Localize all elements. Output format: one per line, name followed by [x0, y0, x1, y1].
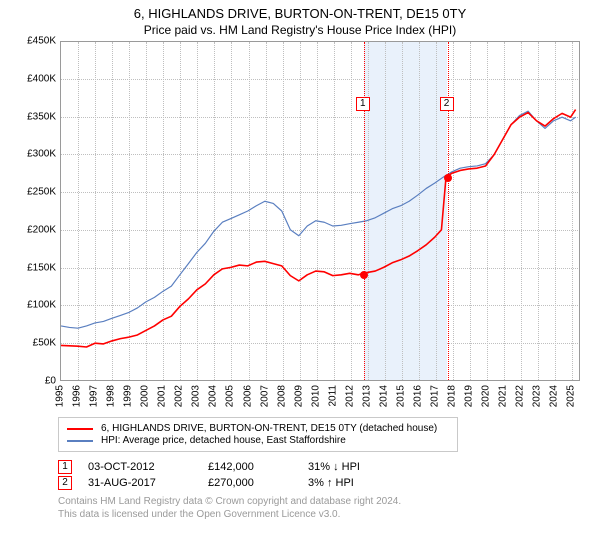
sale-vs-hpi: 31% ↓ HPI: [308, 461, 408, 473]
legend-item: 6, HIGHLANDS DRIVE, BURTON-ON-TRENT, DE1…: [67, 423, 449, 434]
x-tick-label: 2019: [464, 385, 475, 407]
chart-area: £0 £50K £100K £150K £200K £250K £300K £350K £400…: [10, 41, 590, 411]
x-tick-label: 1996: [72, 385, 83, 407]
x-tick-label: 2014: [378, 385, 389, 407]
sales-table: 1 03-OCT-2012 £142,000 31% ↓ HPI 2 31-AU…: [58, 458, 590, 492]
x-tick-label: 2011: [327, 385, 338, 407]
x-tick-label: 2005: [225, 385, 236, 407]
sale-vs-hpi: 3% ↑ HPI: [308, 477, 408, 489]
legend-swatch: [67, 440, 93, 442]
sale-date: 31-AUG-2017: [88, 477, 208, 489]
y-tick-label: £100K: [10, 300, 56, 311]
x-tick-label: 2002: [174, 385, 185, 407]
marker-index-box: 2: [440, 97, 454, 111]
y-tick-label: £250K: [10, 187, 56, 198]
legend-label: 6, HIGHLANDS DRIVE, BURTON-ON-TRENT, DE1…: [101, 423, 437, 434]
x-tick-label: 2021: [498, 385, 509, 407]
y-tick-label: £400K: [10, 73, 56, 84]
legend-item: HPI: Average price, detached house, East…: [67, 435, 449, 446]
x-tick-label: 1999: [123, 385, 134, 407]
sale-index-box: 1: [58, 460, 72, 474]
x-tick-label: 1997: [89, 385, 100, 407]
x-tick-label: 2020: [481, 385, 492, 407]
y-tick-label: £450K: [10, 36, 56, 47]
x-tick-label: 2007: [259, 385, 270, 407]
x-tick-label: 2013: [361, 385, 372, 407]
legend-label: HPI: Average price, detached house, East…: [101, 435, 346, 446]
x-tick-label: 2024: [549, 385, 560, 407]
plot-region: [60, 41, 580, 381]
x-tick-label: 2023: [532, 385, 543, 407]
marker-point: [360, 271, 368, 279]
series-lines: [61, 42, 579, 380]
marker-line: [364, 42, 365, 380]
x-tick-label: 2003: [191, 385, 202, 407]
x-tick-label: 2016: [413, 385, 424, 407]
y-tick-label: £200K: [10, 224, 56, 235]
y-tick-label: £300K: [10, 149, 56, 160]
y-tick-label: £150K: [10, 262, 56, 273]
license-line: This data is licensed under the Open Gov…: [58, 509, 590, 522]
x-tick-label: 2018: [447, 385, 458, 407]
y-tick-label: £0: [10, 376, 56, 387]
x-tick-label: 2004: [208, 385, 219, 407]
marker-line: [448, 42, 449, 380]
legend: 6, HIGHLANDS DRIVE, BURTON-ON-TRENT, DE1…: [58, 417, 458, 452]
sale-price: £142,000: [208, 461, 308, 473]
x-tick-label: 2015: [395, 385, 406, 407]
x-tick-label: 2008: [276, 385, 287, 407]
sale-date: 03-OCT-2012: [88, 461, 208, 473]
x-tick-label: 1995: [55, 385, 66, 407]
x-tick-label: 2022: [515, 385, 526, 407]
table-row: 2 31-AUG-2017 £270,000 3% ↑ HPI: [58, 476, 590, 490]
series-price_paid: [61, 110, 576, 347]
y-tick-label: £50K: [10, 338, 56, 349]
x-tick-label: 2000: [140, 385, 151, 407]
y-tick-label: £350K: [10, 111, 56, 122]
marker-index-box: 1: [356, 97, 370, 111]
x-tick-label: 2012: [344, 385, 355, 407]
x-tick-label: 2010: [310, 385, 321, 407]
license-text: Contains HM Land Registry data © Crown c…: [58, 496, 590, 521]
x-tick-label: 1998: [106, 385, 117, 407]
sale-index-box: 2: [58, 476, 72, 490]
marker-point: [444, 174, 452, 182]
x-tick-label: 2006: [242, 385, 253, 407]
chart-title: 6, HIGHLANDS DRIVE, BURTON-ON-TRENT, DE1…: [10, 6, 590, 21]
chart-subtitle: Price paid vs. HM Land Registry's House …: [10, 23, 590, 37]
x-tick-label: 2025: [566, 385, 577, 407]
sale-price: £270,000: [208, 477, 308, 489]
license-line: Contains HM Land Registry data © Crown c…: [58, 496, 590, 509]
table-row: 1 03-OCT-2012 £142,000 31% ↓ HPI: [58, 460, 590, 474]
x-tick-label: 2017: [430, 385, 441, 407]
legend-swatch: [67, 428, 93, 430]
series-hpi: [61, 111, 576, 328]
x-tick-label: 2001: [157, 385, 168, 407]
x-tick-label: 2009: [293, 385, 304, 407]
